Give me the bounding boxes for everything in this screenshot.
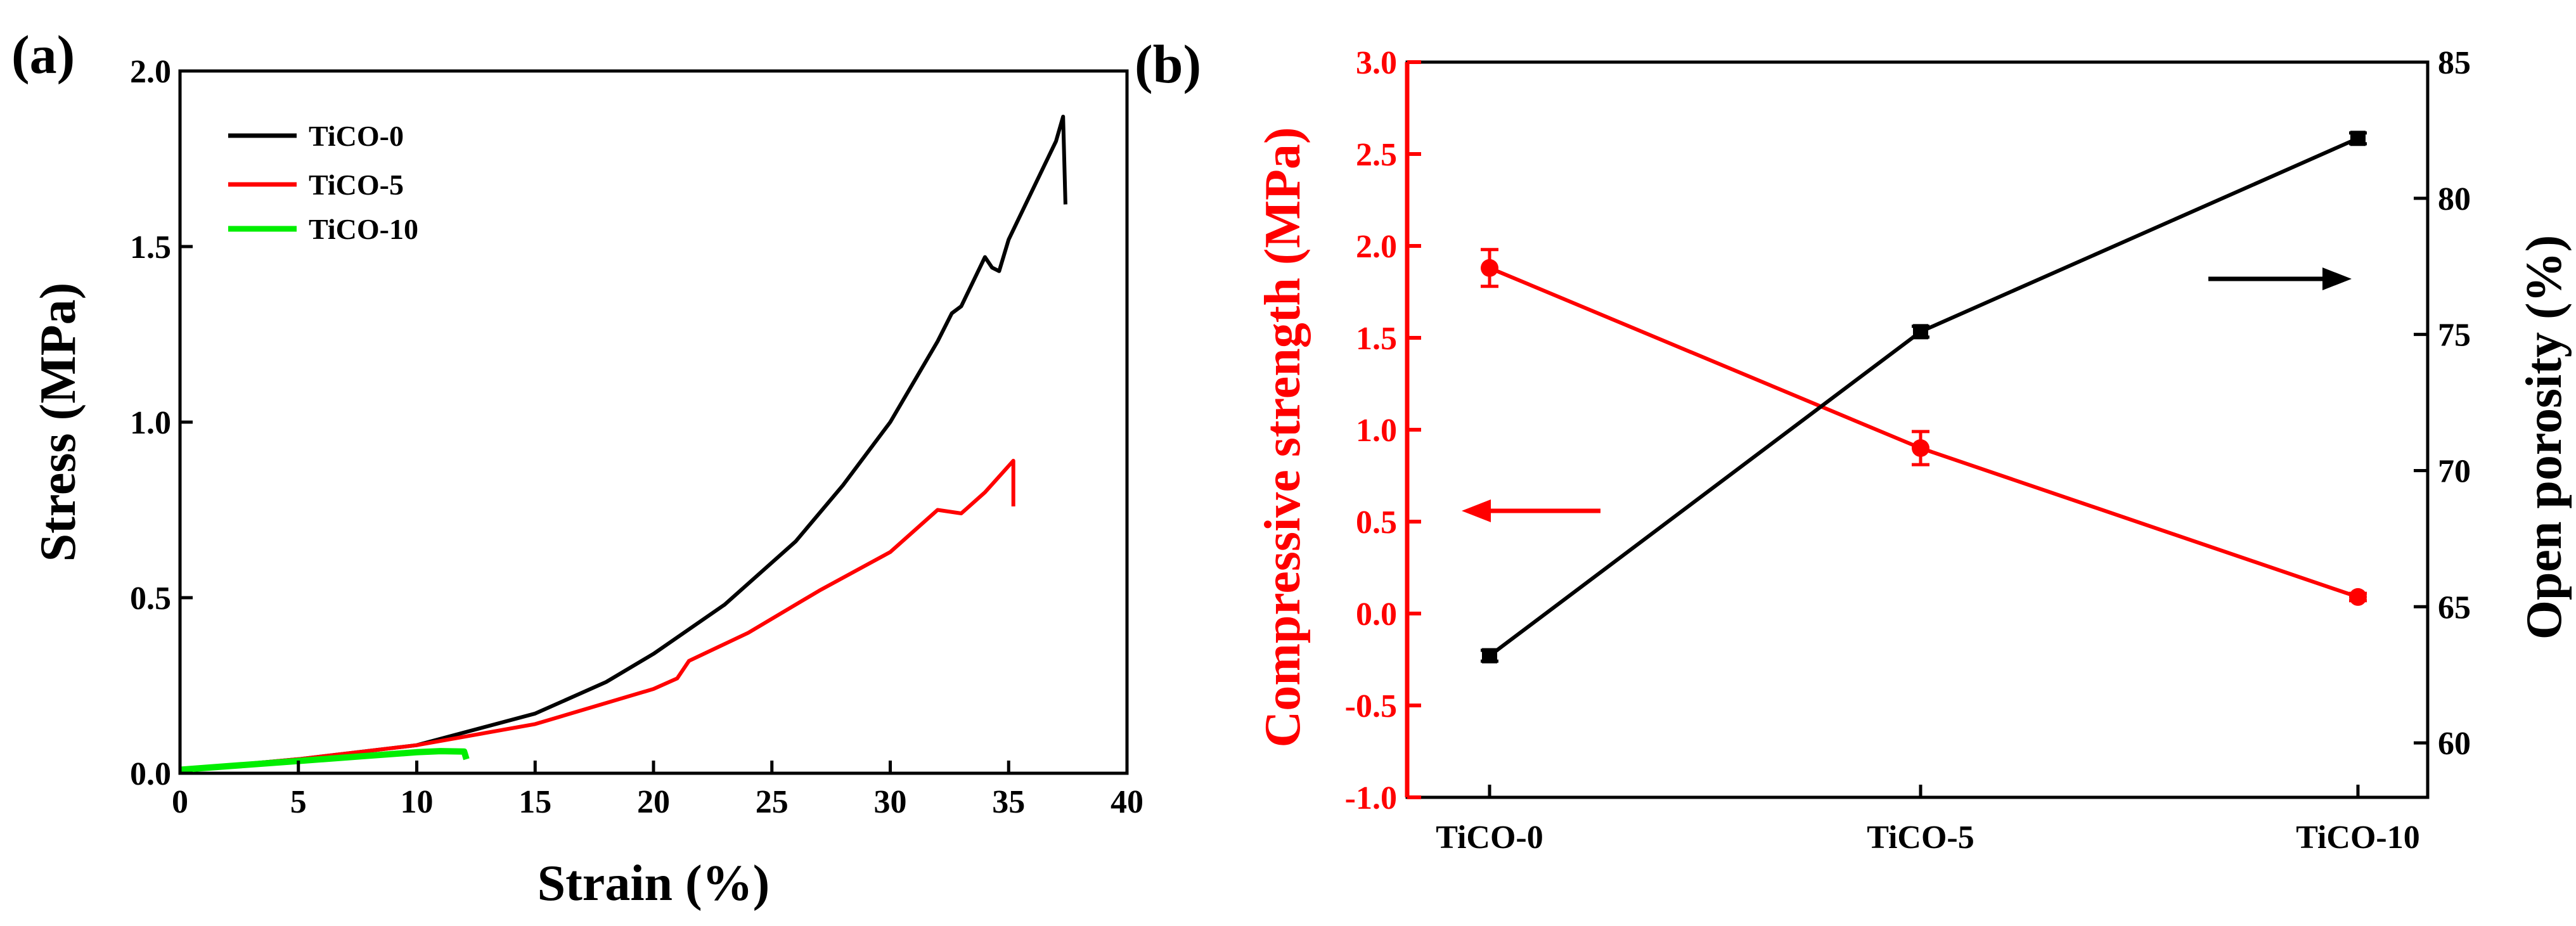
- y-tick-label: 0.0: [130, 756, 171, 792]
- chart-a-x-ticks: 0 5 10 15 20 25 30 35 40: [172, 761, 1143, 820]
- chart-a-y-ticks: 0.0 0.5 1.0 1.5 2.0: [130, 54, 193, 792]
- right-y-tick-label: 80: [2438, 181, 2471, 217]
- data-point-open-porosity: [1482, 648, 1497, 664]
- panel-b-label: (b): [1135, 34, 1201, 94]
- data-point-open-porosity: [2350, 131, 2366, 146]
- x-tick-label: 15: [518, 784, 551, 820]
- legend-label-tico-0: TiCO-0: [309, 120, 404, 152]
- chart-a-series: [179, 115, 1067, 773]
- left-y-tick-label: 0.5: [1356, 505, 1397, 541]
- x-tick-label: 25: [756, 784, 789, 820]
- arrow-left-annotation: [1462, 499, 1600, 522]
- x-tick-label: 30: [874, 784, 907, 820]
- chart-a: (a) 0 5 10 15 20 25 30 35 40 0.0 0.5 1.0 1.5 2.0 Str…: [11, 24, 1143, 911]
- data-point-open-porosity: [1913, 324, 1928, 340]
- x-tick-label: TiCO-0: [1436, 820, 1543, 856]
- left-y-tick-label: 2.5: [1356, 137, 1397, 173]
- y-tick-label: 0.5: [130, 581, 171, 617]
- data-point-compressive-strength: [2349, 588, 2367, 606]
- right-y-tick-label: 85: [2438, 45, 2471, 81]
- y-tick-label: 1.5: [130, 229, 171, 266]
- series-line-tico-0: [179, 115, 1067, 772]
- arrow-right-annotation: [2208, 267, 2352, 290]
- chart-a-x-label: Strain (%): [538, 856, 770, 911]
- chart-b-left-y-ticks: -1.0 -0.5 0.0 0.5 1.0 1.5 2.0 2.5 3.0: [1345, 45, 1421, 816]
- series-line-tico-5: [179, 458, 1015, 772]
- x-tick-label: TiCO-10: [2296, 820, 2420, 856]
- x-tick-label: 0: [172, 784, 188, 820]
- chart-a-legend: TiCO-0 TiCO-5 TiCO-10: [228, 120, 418, 245]
- series-line-tico-10: [179, 748, 470, 773]
- x-tick-label: 40: [1111, 784, 1143, 820]
- data-point-compressive-strength: [1912, 439, 1929, 457]
- y-tick-label: 2.0: [130, 54, 171, 90]
- panel-a-label: (a): [11, 24, 75, 85]
- chart-b-x-ticks: TiCO-0 TiCO-5 TiCO-10: [1436, 785, 2420, 856]
- x-tick-label: 5: [290, 784, 307, 820]
- left-y-tick-label: 3.0: [1356, 45, 1397, 81]
- right-y-tick-label: 70: [2438, 453, 2471, 489]
- data-point-compressive-strength: [1481, 259, 1498, 277]
- x-tick-label: 35: [992, 784, 1025, 820]
- legend-label-tico-5: TiCO-5: [309, 169, 404, 201]
- left-y-tick-label: 1.0: [1356, 413, 1397, 449]
- chart-b-series: [1481, 131, 2367, 664]
- right-y-tick-label: 60: [2438, 726, 2471, 762]
- x-tick-label: 10: [401, 784, 434, 820]
- chart-b-right-y-label: Open porosity (%): [2516, 235, 2572, 640]
- right-y-tick-label: 75: [2438, 318, 2471, 354]
- left-y-tick-label: -0.5: [1345, 688, 1397, 724]
- left-y-tick-label: 0.0: [1356, 596, 1397, 633]
- x-tick-label: 20: [637, 784, 670, 820]
- right-y-tick-label: 65: [2438, 589, 2471, 626]
- x-tick-label: TiCO-5: [1867, 820, 1974, 856]
- chart-a-y-label: Stress (MPa): [30, 283, 86, 562]
- legend-label-tico-10: TiCO-10: [309, 213, 418, 245]
- left-y-tick-label: -1.0: [1345, 780, 1397, 816]
- y-tick-label: 1.0: [130, 405, 171, 441]
- chart-b-right-y-ticks: 60 65 70 75 80 85: [2414, 45, 2471, 762]
- series-line-open-porosity: [1488, 136, 2359, 657]
- chart-b-frame: [1405, 60, 2430, 799]
- left-y-tick-label: 1.5: [1356, 321, 1397, 357]
- chart-b-left-y-label: Compressive strength (MPa): [1255, 127, 1311, 747]
- left-y-tick-label: 2.0: [1356, 229, 1397, 265]
- chart-b: (b) TiCO-0 TiCO-5 TiCO-10 -1.0 -0.5 0.0 0.5 1.…: [1135, 34, 2572, 856]
